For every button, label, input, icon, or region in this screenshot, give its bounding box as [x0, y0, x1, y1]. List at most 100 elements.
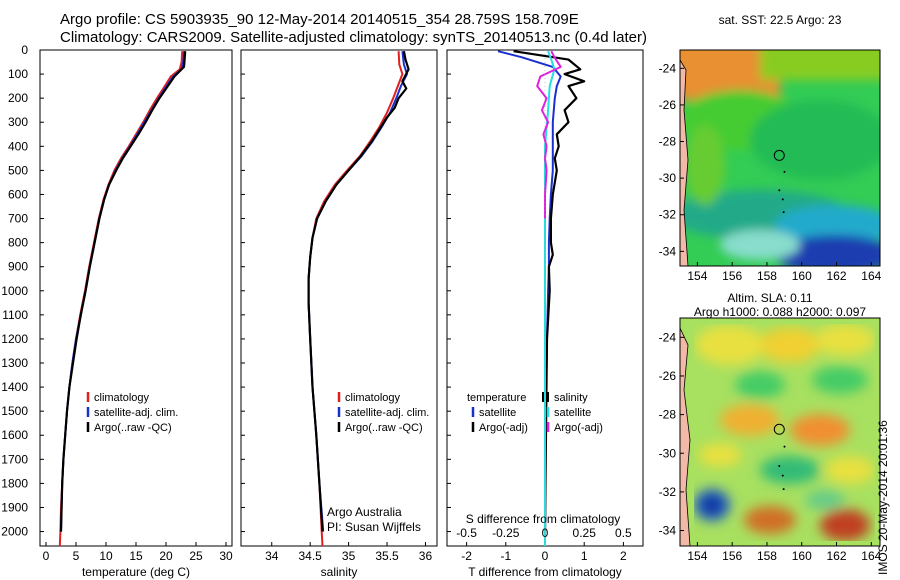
- depth-tick-label: 100: [8, 67, 28, 81]
- map-y-tick-label: -30: [659, 171, 677, 185]
- x-tick-label: 10: [99, 549, 113, 563]
- map-y-tick-label: -32: [659, 485, 677, 499]
- legend-label: temperature: [467, 392, 526, 404]
- map-x-tick-label: 160: [792, 549, 812, 563]
- depth-tick-label: 500: [8, 163, 28, 177]
- depth-tick-label: 2000: [1, 525, 28, 539]
- depth-tick-label: 900: [8, 260, 28, 274]
- legend-label: salinity: [554, 392, 588, 404]
- track-dot: [782, 211, 785, 214]
- difference-series-temperature-satellite: [497, 50, 562, 532]
- depth-tick-label: 1500: [1, 404, 28, 418]
- sst_map-frame: [679, 49, 881, 267]
- track-dot: [778, 464, 781, 467]
- x-tick-label: 2: [620, 549, 627, 563]
- x-tick-label: 36: [419, 549, 433, 563]
- depth-tick-label: 600: [8, 187, 28, 201]
- map-x-tick-label: 164: [861, 549, 881, 563]
- depth-tick-label: 1900: [1, 500, 28, 514]
- temperature-series-satellite-adj-clim-: [60, 51, 185, 532]
- depth-tick-label: 1200: [1, 332, 28, 346]
- track-dot: [781, 474, 784, 477]
- depth-tick-label: 1400: [1, 380, 28, 394]
- argo-position-marker: [773, 423, 785, 435]
- argo-position-marker: [773, 149, 785, 161]
- map-x-tick-label: 154: [687, 269, 707, 283]
- x-tick-label: 1: [581, 549, 588, 563]
- map-x-tick-label: 158: [757, 549, 777, 563]
- map-y-tick-label: -24: [659, 330, 677, 344]
- map-x-tick-label: 162: [827, 549, 847, 563]
- imos-timestamp: IMOS 20-May-2014 20:01:36: [876, 420, 890, 575]
- map-y-tick-label: -32: [659, 208, 677, 222]
- temperature-axes-frame: [39, 49, 233, 547]
- sla-map-field: [680, 318, 880, 546]
- sst-map-field: [680, 50, 880, 266]
- legend-label: Argo(..raw -QC): [345, 422, 423, 434]
- depth-tick-label: 300: [8, 115, 28, 129]
- depth-axis-ticks: 0 100 200 300 400 500 600 700 800 900 1000 1100 1200…: [1, 43, 28, 539]
- map-x-tick-label: 154: [687, 549, 707, 563]
- x-tick-label: 0: [542, 549, 549, 563]
- legend-label: satellite-adj. clim.: [94, 407, 178, 419]
- map-panels: 154 156 158 160 162 164 -24 -26 -28 -30 -32 -34 sat.…: [659, 13, 882, 563]
- depth-tick-label: 1300: [1, 356, 28, 370]
- x-tick-label: 5: [73, 549, 80, 563]
- salinity-series-satellite-adj-clim-: [307, 51, 408, 532]
- x-tick-label: 15: [129, 549, 143, 563]
- x-tick-label: 0: [43, 549, 50, 563]
- salinity-series-climatology: [307, 51, 404, 547]
- x-tick-label: 35: [342, 549, 356, 563]
- depth-tick-label: 1000: [1, 284, 28, 298]
- map-x-tick-label: 164: [861, 269, 881, 283]
- x-tick-label: 20: [159, 549, 173, 563]
- map-y-tick-label: -26: [659, 98, 677, 112]
- track-dot: [783, 445, 786, 448]
- difference-series-temperature-argo-adj-: [513, 50, 586, 532]
- map-y-tick-label: -24: [659, 61, 677, 75]
- depth-tick-label: 0: [21, 43, 28, 57]
- map-x-tick-label: 162: [827, 269, 847, 283]
- map-x-tick-label: 156: [722, 549, 742, 563]
- salinity-xlabel: salinity: [321, 565, 358, 579]
- temperature-xlabel: temperature (deg C): [82, 565, 190, 579]
- s-axis-label: S difference from climatology: [466, 512, 621, 526]
- map-y-tick-label: -30: [659, 446, 677, 460]
- annotation-text: PI: Susan Wijffels: [327, 520, 421, 534]
- map-y-tick-label: -28: [659, 135, 677, 149]
- annotation-text: Argo Australia: [327, 505, 402, 519]
- legend-label: satellite: [554, 407, 591, 419]
- x-tick-label: -1: [500, 549, 511, 563]
- salinity-axes-frame: [240, 49, 438, 547]
- track-dot: [782, 488, 785, 491]
- x-tick-label: -2: [461, 549, 472, 563]
- depth-tick-label: 200: [8, 91, 28, 105]
- depth-tick-label: 1800: [1, 476, 28, 490]
- depth-tick-label: 800: [8, 236, 28, 250]
- map-y-tick-label: -28: [659, 408, 677, 422]
- map-x-tick-label: 160: [792, 269, 812, 283]
- depth-tick-label: 400: [8, 139, 28, 153]
- x-tick-label: 30: [219, 549, 233, 563]
- legend-label: satellite-adj. clim.: [345, 407, 429, 419]
- legend-label: climatology: [345, 392, 401, 404]
- map-x-tick-label: 158: [757, 269, 777, 283]
- s-tick-label: 0: [542, 526, 549, 540]
- difference-xlabel: T difference from climatology: [468, 565, 622, 579]
- legend-label: climatology: [94, 392, 150, 404]
- legend-label: Argo(-adj): [554, 422, 603, 434]
- salinity-series-argo-raw-qc-: [307, 50, 410, 532]
- map-x-tick-label: 156: [722, 269, 742, 283]
- s-tick-label: -0.5: [456, 526, 477, 540]
- sst-map-title: sat. SST: 22.5 Argo: 23: [719, 13, 842, 27]
- plot-title-line1: Argo profile: CS 5903935_90 12-May-2014 …: [60, 11, 579, 28]
- track-dot: [778, 189, 781, 192]
- map-y-tick-label: -34: [659, 524, 677, 538]
- x-tick-label: 25: [189, 549, 203, 563]
- depth-tick-label: 1600: [1, 428, 28, 442]
- legend-label: Argo(-adj): [479, 422, 528, 434]
- difference-series-salinity-argo-adj-: [536, 50, 562, 219]
- depth-tick-label: 700: [8, 212, 28, 226]
